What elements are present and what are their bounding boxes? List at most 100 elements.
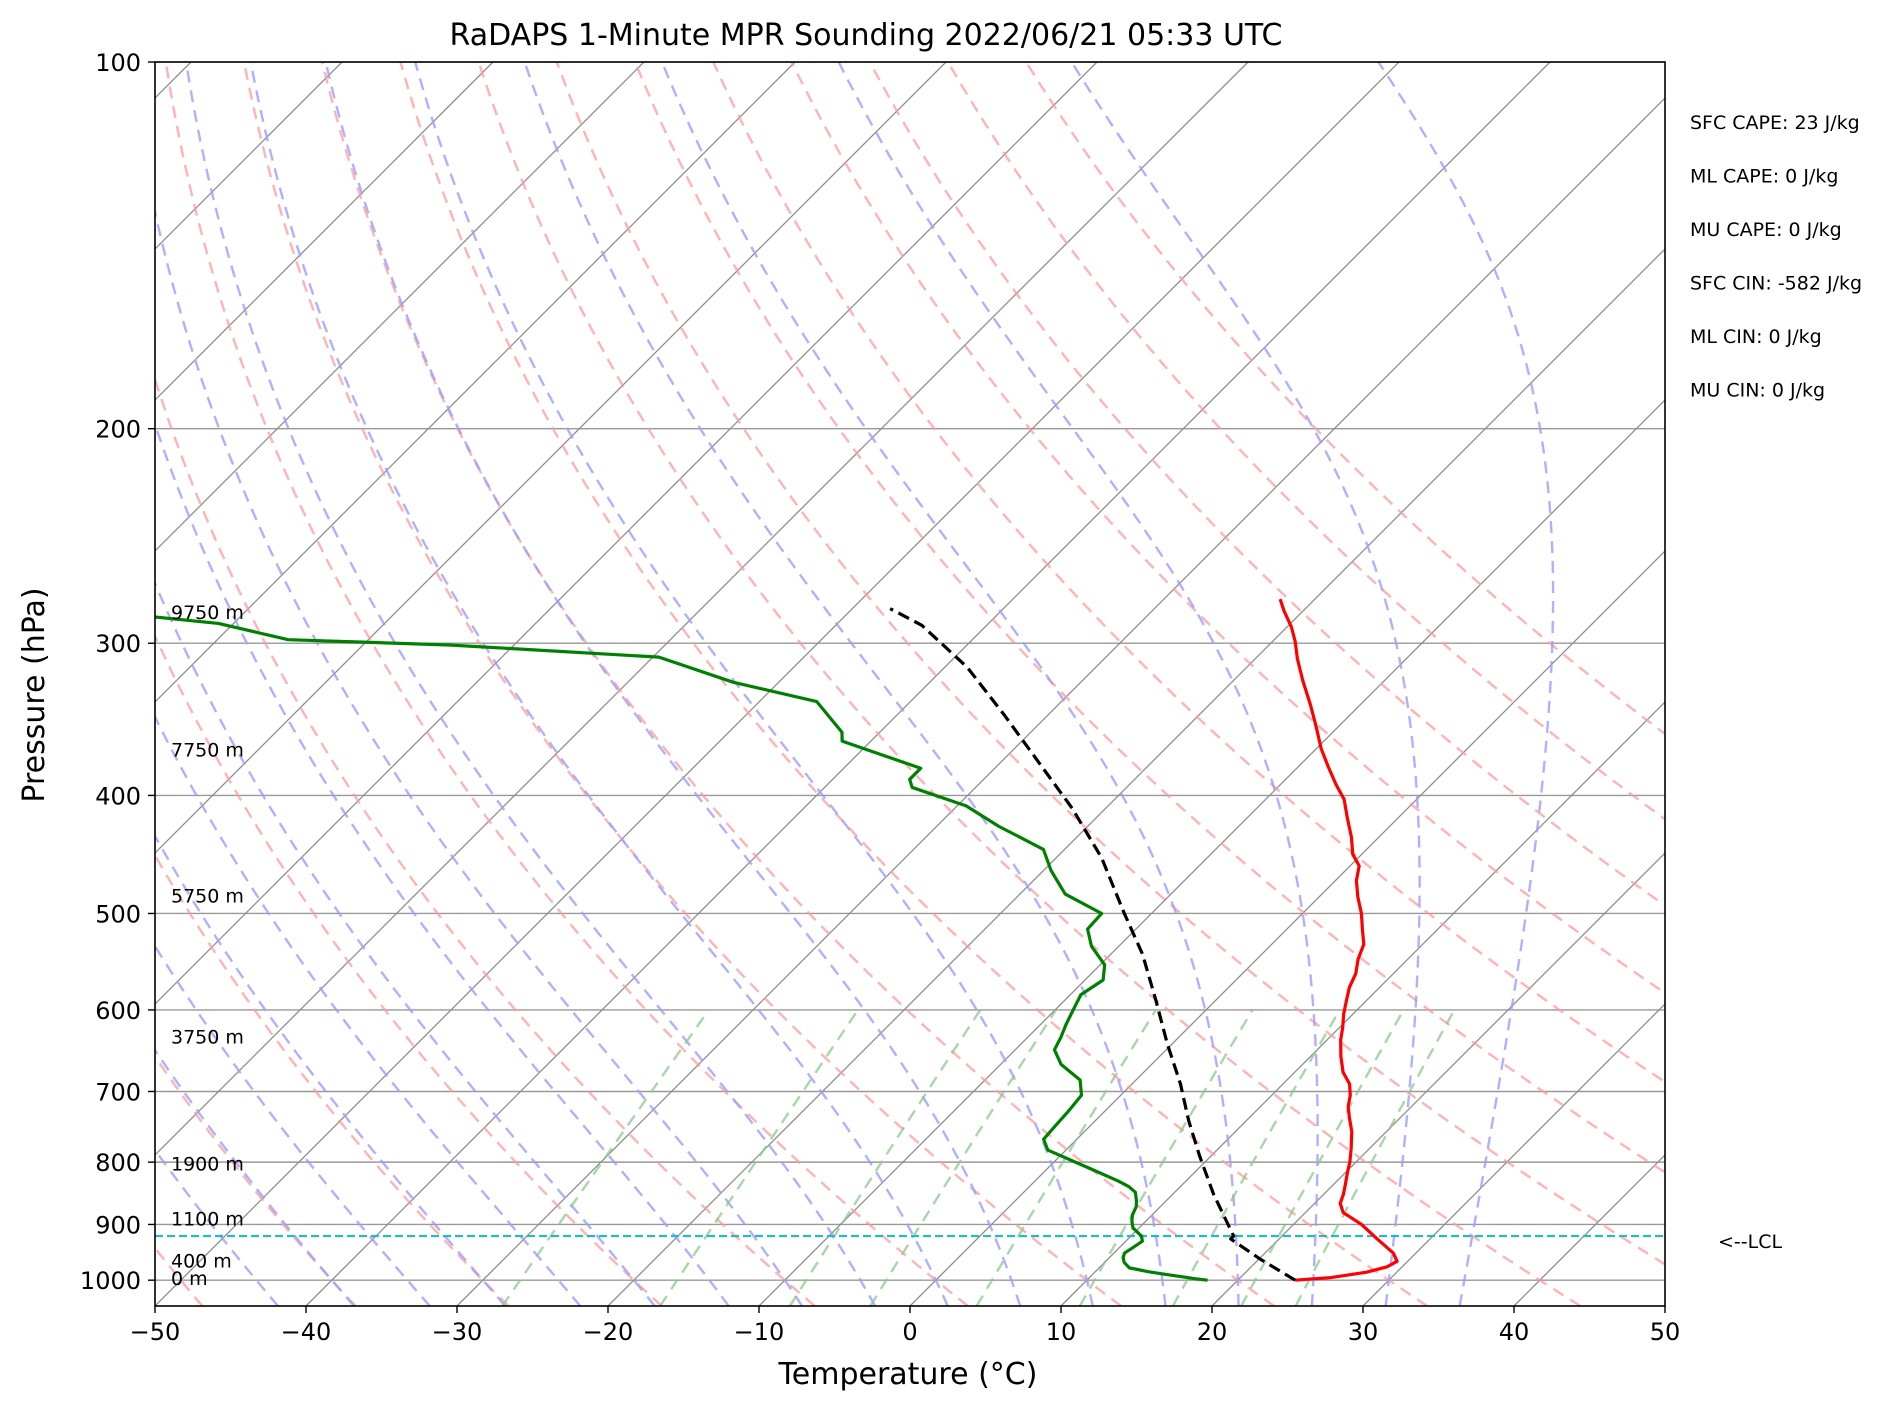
- parameter-text: MU CAPE: 0 J/kg: [1690, 219, 1842, 241]
- isotherm-line: [155, 62, 796, 703]
- mixing-ratio-line: [788, 1009, 982, 1306]
- isotherm-line: [909, 550, 1665, 1306]
- dry-adiabat-line: [868, 62, 1665, 907]
- moist-adiabat-line: [660, 62, 1240, 1306]
- isotherm-line: [607, 248, 1665, 1306]
- y-tick-label: 400: [95, 782, 141, 810]
- x-tick-label: 30: [1348, 1318, 1379, 1346]
- height-label: 9750 m: [171, 602, 244, 624]
- mixing-ratio-line: [1171, 1009, 1341, 1306]
- moist-adiabat-line: [155, 206, 804, 1306]
- x-tick-label: −10: [734, 1318, 785, 1346]
- dry-adiabat-line: [399, 62, 1428, 1306]
- dry-adiabat-line: [1025, 62, 1665, 736]
- mixing-ratio-line: [659, 1009, 859, 1306]
- mixing-ratio-line: [975, 1009, 1157, 1306]
- x-tick-label: −20: [583, 1318, 634, 1346]
- dry-adiabat-line: [790, 62, 1665, 995]
- moist-adiabats: [155, 62, 1555, 1306]
- isotherm-line: [155, 62, 494, 401]
- x-tick-label: 10: [1046, 1318, 1077, 1346]
- moist-adiabat-line: [184, 62, 877, 1306]
- parameter-text: SFC CIN: -582 J/kg: [1690, 273, 1862, 295]
- height-label: 400 m: [171, 1250, 232, 1272]
- isotherm-line: [155, 62, 1098, 1005]
- isotherm-line: [456, 97, 1665, 1306]
- x-axis-label: Temperature (°C): [778, 1357, 1038, 1392]
- y-tick-label: 500: [95, 900, 141, 928]
- mixing-ratio-line: [869, 1009, 1057, 1306]
- x-tick-label: 20: [1197, 1318, 1228, 1346]
- x-tick-label: 40: [1499, 1318, 1530, 1346]
- x-tick-label: −30: [432, 1318, 483, 1346]
- dewpoint-profile-line: [155, 615, 1208, 1282]
- y-tick-label: 300: [95, 630, 141, 658]
- moist-adiabat-line: [155, 833, 507, 1306]
- axes-labels: RaDAPS 1-Minute MPR Sounding 2022/06/21 …: [17, 18, 1282, 1392]
- isotherm-line: [155, 62, 645, 552]
- isotherm-line: [155, 62, 1249, 1156]
- temperature-profile-line: [1278, 598, 1399, 1282]
- isobars: [155, 62, 1665, 1281]
- isotherms: [155, 62, 1665, 1306]
- height-label: 1900 m: [171, 1153, 244, 1175]
- x-tick-label: 50: [1650, 1318, 1681, 1346]
- moist-adiabat-line: [249, 62, 949, 1306]
- isotherm-line: [305, 62, 1551, 1306]
- moist-adiabat-line: [155, 420, 730, 1306]
- height-labels: 9750 m 7750 m 5750 m 3750 m 1900 m 1100 m 400 …: [171, 602, 244, 1290]
- moist-adiabat-line: [1070, 62, 1421, 1306]
- dry-adiabat-line: [155, 375, 816, 1306]
- dry-adiabat-line: [555, 62, 1665, 1266]
- parameter-annotations: SFC CAPE: 23 J/kg ML CAPE: 0 J/kg MU CAPE:…: [1690, 112, 1862, 1253]
- dry-adiabat-line: [321, 62, 1275, 1306]
- moist-adiabat-line: [324, 62, 1022, 1306]
- y-axis-label: Pressure (hPa): [17, 587, 52, 802]
- isotherm-line: [1362, 1003, 1665, 1306]
- mixing-ratio-line: [1078, 1009, 1254, 1306]
- height-label: 7750 m: [171, 739, 244, 761]
- parcel-profile-line: [889, 607, 1297, 1282]
- moist-adiabat-line: [414, 62, 1094, 1306]
- dry-adiabat-line: [155, 853, 510, 1306]
- mixing-ratio-line: [1294, 1009, 1456, 1306]
- y-tick-label: 200: [95, 416, 141, 444]
- dry-adiabat-line: [155, 633, 663, 1306]
- mixing-ratio-lines: [501, 1009, 1456, 1306]
- dry-adiabat-line: [946, 62, 1665, 821]
- moist-adiabat-line: [837, 62, 1319, 1306]
- plot-area: 9750 m 7750 m 5750 m 3750 m 1900 m 1100 m 400 …: [155, 62, 1665, 1306]
- isotherm-line: [1513, 1154, 1665, 1306]
- isotherm-line: [1211, 852, 1665, 1306]
- dry-adiabat-line: [712, 62, 1665, 1084]
- height-label: 3750 m: [171, 1026, 244, 1048]
- moist-adiabat-line: [155, 714, 582, 1306]
- isotherm-line: [1664, 1305, 1665, 1306]
- moist-adiabat-line: [155, 1148, 279, 1306]
- moist-adiabat-line: [1377, 62, 1555, 1306]
- parameter-text: SFC CAPE: 23 J/kg: [1690, 112, 1860, 134]
- x-tick-label: −40: [281, 1318, 332, 1346]
- moist-adiabat-line: [155, 943, 431, 1306]
- isotherm-line: [758, 399, 1665, 1306]
- sounding-series: [155, 598, 1399, 1282]
- lcl-label: <--LCL: [1718, 1231, 1782, 1253]
- parameter-text: MU CIN: 0 J/kg: [1690, 380, 1825, 402]
- mixing-ratio-line: [501, 1009, 710, 1306]
- y-tick-label: 1000: [80, 1267, 141, 1295]
- y-tick-label: 900: [95, 1211, 141, 1239]
- dry-adiabat-line: [164, 62, 969, 1306]
- moist-adiabat-line: [523, 62, 1167, 1306]
- chart-title: RaDAPS 1-Minute MPR Sounding 2022/06/21 …: [450, 18, 1283, 53]
- dry-adiabat-line: [242, 62, 1122, 1306]
- dry-adiabats: [155, 62, 1665, 1306]
- parameter-text: ML CAPE: 0 J/kg: [1690, 166, 1838, 188]
- y-tick-label: 600: [95, 997, 141, 1025]
- height-label: 1100 m: [171, 1208, 244, 1230]
- x-tick-label: −50: [130, 1318, 181, 1346]
- dry-adiabat-line: [477, 62, 1582, 1306]
- isotherm-line: [1060, 701, 1665, 1306]
- y-tick-label: 100: [95, 49, 141, 77]
- isotherm-line: [155, 62, 947, 854]
